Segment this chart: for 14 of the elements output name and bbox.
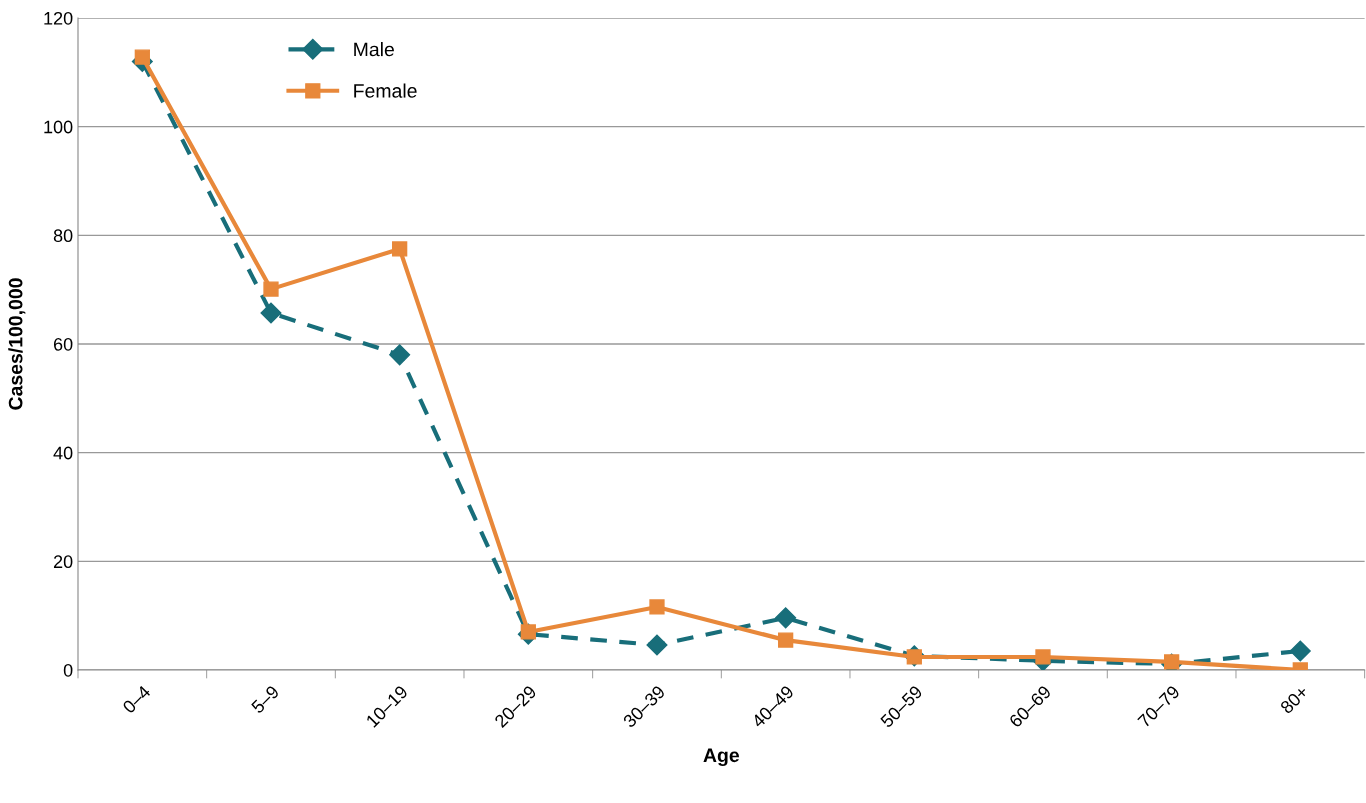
y-tick-label: 40 bbox=[53, 446, 73, 460]
legend-label: Male bbox=[354, 42, 394, 57]
y-axis-title: Cases/100,000 bbox=[8, 278, 26, 410]
y-tick-label: 20 bbox=[53, 555, 73, 569]
x-axis-title: Age bbox=[703, 748, 740, 767]
y-tick-label: 0 bbox=[63, 663, 73, 677]
x-tick-label: 0–4 bbox=[121, 684, 152, 715]
legend-label: Female bbox=[354, 83, 417, 98]
y-tick-label: 60 bbox=[53, 337, 73, 351]
y-tick-label: 100 bbox=[44, 120, 73, 134]
x-tick-label: 80+ bbox=[1279, 684, 1310, 715]
x-tick-label: 5–9 bbox=[250, 684, 280, 715]
y-tick-label: 80 bbox=[53, 229, 73, 243]
y-tick-label: 120 bbox=[44, 11, 73, 25]
